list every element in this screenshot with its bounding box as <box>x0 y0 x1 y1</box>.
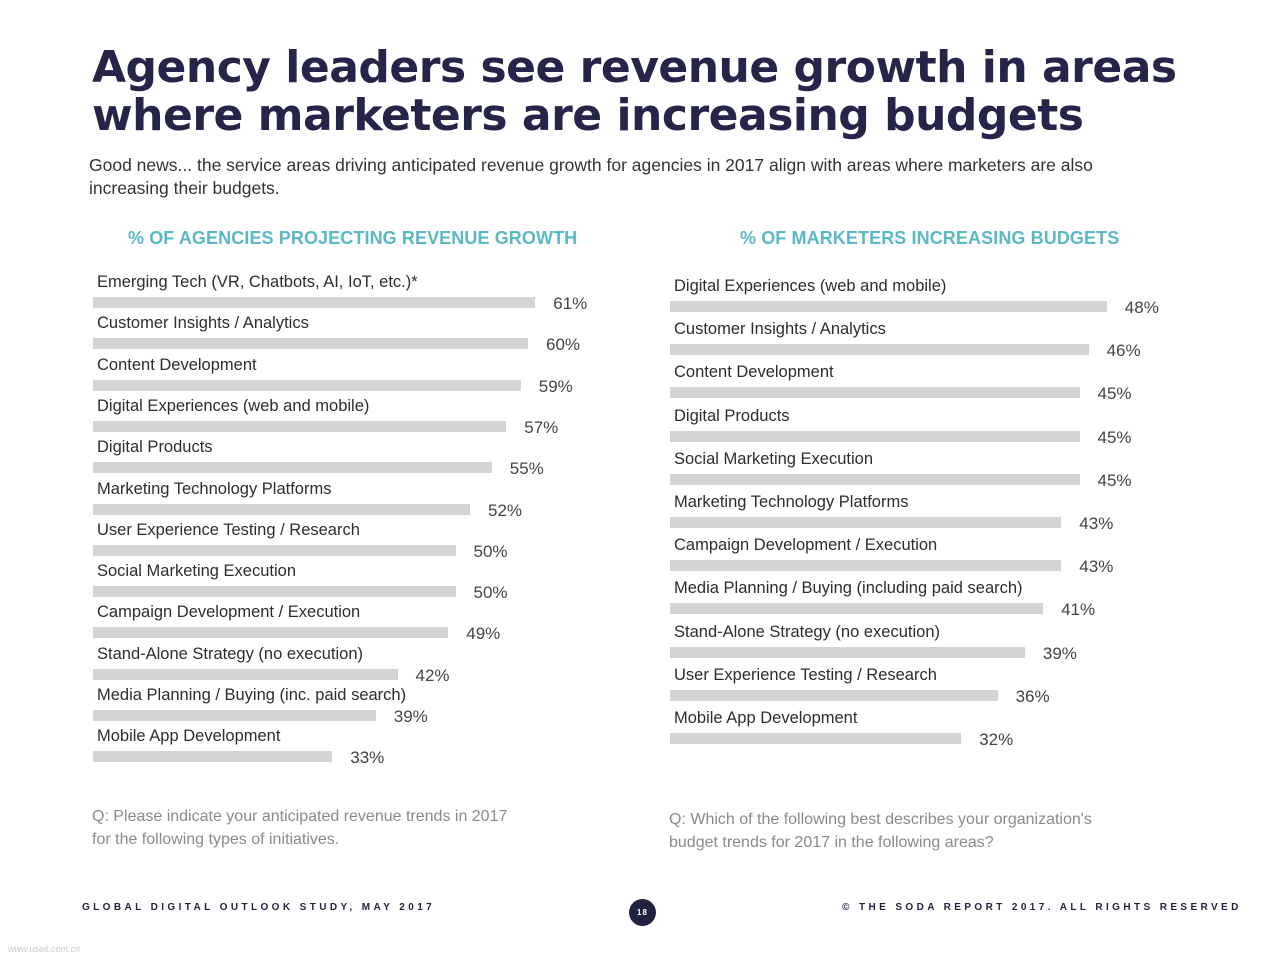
bar-category-label: Stand-Alone Strategy (no execution) <box>97 644 363 663</box>
bar-value-label: 45% <box>1097 470 1132 490</box>
bar-value-label: 39% <box>393 707 428 726</box>
bar <box>93 668 398 680</box>
left-survey-question: Q: Please indicate your anticipated reve… <box>92 808 508 848</box>
watermark: www.useit.com.cn <box>8 944 81 954</box>
bar <box>93 751 333 763</box>
bar-value-label: 55% <box>509 459 544 479</box>
bar <box>670 430 1080 442</box>
bar-value-label: 57% <box>524 417 559 437</box>
bar <box>670 473 1080 485</box>
bar-category-label: Stand-Alone Strategy (no execution) <box>674 622 940 641</box>
bar <box>93 297 536 308</box>
bar <box>670 733 962 744</box>
bar-value-label: 50% <box>473 583 508 603</box>
left-chart-title: % OF AGENCIES PROJECTING REVENUE GROWTH <box>128 228 578 248</box>
bar-category-label: Content Development <box>674 363 834 382</box>
bar-category-label: Customer Insights / Analytics <box>97 314 309 333</box>
page-title: Agency leaders see revenue growth in are… <box>92 44 1192 140</box>
bar-category-label: Media Planning / Buying (including paid … <box>674 579 1023 598</box>
bar-category-label: Social Marketing Execution <box>674 449 874 468</box>
bar-category-label: Campaign Development / Execution <box>674 536 938 555</box>
bar <box>93 503 470 515</box>
bar-category-label: Campaign Development / Execution <box>97 603 361 622</box>
bar-category-label: Customer Insights / Analytics <box>674 320 886 339</box>
bar-category-label: Social Marketing Execution <box>97 562 297 581</box>
bar <box>93 420 507 432</box>
bar <box>670 560 1062 572</box>
title-line-1: Agency leaders see revenue growth in are… <box>92 42 1177 93</box>
bar <box>93 379 521 391</box>
bar-category-label: Emerging Tech (VR, Chatbots, AI, IoT, et… <box>97 273 418 291</box>
footer-study-name: GLOBAL DIGITAL OUTLOOK STUDY, MAY 2017 <box>82 902 436 913</box>
bar-category-label: Digital Experiences (web and mobile) <box>97 396 370 415</box>
bar-category-label: Digital Products <box>674 406 790 425</box>
bar <box>670 301 1107 312</box>
bar <box>670 344 1089 356</box>
bar-value-label: 33% <box>350 748 385 768</box>
bar-category-label: Content Development <box>97 355 257 374</box>
bar-value-label: 45% <box>1097 427 1132 447</box>
bar-value-label: 43% <box>1079 514 1114 533</box>
bar-value-label: 39% <box>1042 643 1077 663</box>
bar-value-label: 59% <box>538 376 573 396</box>
bar <box>670 646 1025 658</box>
bar <box>670 517 1062 528</box>
title-line-2: where marketers are increasing budgets <box>92 90 1084 141</box>
bar-category-label: Digital Products <box>97 438 213 457</box>
right-survey-question: Q: Which of the following best describes… <box>669 811 1092 851</box>
page-number-badge: 18 <box>629 899 656 926</box>
bar <box>670 689 998 701</box>
page-subtitle: Good news... the service areas driving a… <box>89 155 1093 198</box>
bar-category-label: User Experience Testing / Research <box>97 520 360 539</box>
bar <box>93 338 528 350</box>
bar-value-label: 36% <box>1015 686 1050 706</box>
bar <box>93 710 376 721</box>
bar <box>670 603 1044 615</box>
bar-value-label: 48% <box>1124 298 1159 317</box>
bar-category-label: Media Planning / Buying (inc. paid searc… <box>97 686 407 704</box>
bar-value-label: 32% <box>979 730 1014 749</box>
bar-value-label: 43% <box>1079 557 1114 577</box>
bar-value-label: 41% <box>1061 600 1096 620</box>
right-chart-title: % OF MARKETERS INCREASING BUDGETS <box>740 228 1120 248</box>
bar-value-label: 45% <box>1097 384 1132 404</box>
bar-category-label: Digital Experiences (web and mobile) <box>674 277 947 295</box>
bar-value-label: 46% <box>1106 341 1141 361</box>
bar-value-label: 60% <box>546 335 581 355</box>
bar-value-label: 50% <box>473 541 508 561</box>
bar <box>93 627 449 639</box>
footer-copyright: © THE SODA REPORT 2017. ALL RIGHTS RESER… <box>842 902 1242 913</box>
bar-category-label: User Experience Testing / Research <box>674 665 937 684</box>
bar-value-label: 42% <box>415 665 450 685</box>
bar-value-label: 49% <box>466 624 501 644</box>
bar <box>670 387 1080 399</box>
bar <box>93 544 456 556</box>
bar-value-label: 52% <box>488 500 523 520</box>
bar-category-label: Mobile App Development <box>97 727 281 746</box>
bar-category-label: Marketing Technology Platforms <box>97 479 332 498</box>
bar-category-label: Marketing Technology Platforms <box>674 493 909 511</box>
bar-value-label: 61% <box>553 294 588 313</box>
bar-category-label: Mobile App Development <box>674 709 858 727</box>
bar <box>93 462 492 474</box>
bar <box>93 586 456 598</box>
